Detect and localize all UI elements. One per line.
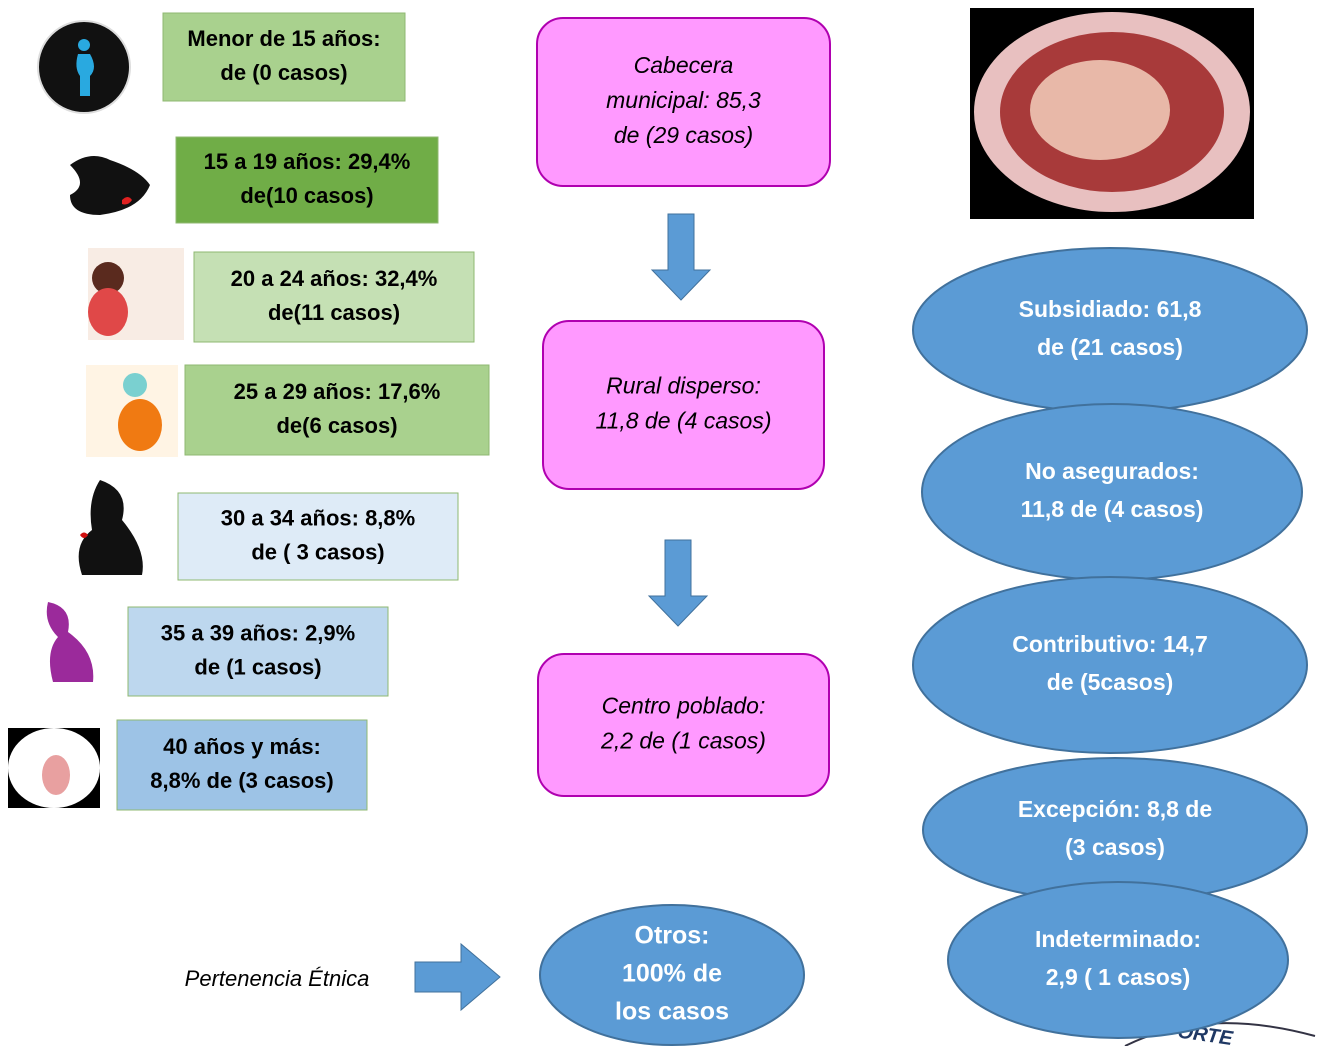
icon-silhouette [70, 156, 150, 215]
arrow-down [650, 213, 712, 301]
icon-hair [92, 262, 124, 294]
label-line: 2,2 de (1 casos) [600, 728, 766, 754]
insurance-ellipse [922, 757, 1308, 903]
icon-heart [122, 197, 132, 205]
icon-heart [80, 532, 88, 538]
icon-figure [42, 755, 70, 795]
icon-silhouette [46, 602, 94, 682]
ethnicity-label: Pertenencia Étnica [185, 966, 370, 991]
residence-box [536, 17, 831, 187]
label-line: 15 a 19 años: 29,4% [204, 149, 411, 174]
label-line: Centro poblado: [602, 693, 766, 719]
label-line: de (5casos) [1047, 669, 1174, 695]
label-line: 20 a 24 años: 32,4% [231, 266, 438, 291]
icon-body [76, 54, 94, 96]
label-line: de (29 casos) [614, 122, 753, 148]
label-line: 35 a 39 años: 2,9% [161, 620, 355, 645]
label-line: Indeterminado: [1035, 926, 1201, 952]
label-line: Rural disperso: [606, 373, 761, 399]
label-line: Otros: [635, 922, 710, 950]
icon-dress [88, 288, 128, 336]
icon-dress [118, 399, 162, 451]
icon-flowers [123, 373, 147, 397]
label-line: los casos [615, 998, 729, 1026]
icon-head [78, 39, 90, 51]
label-line: Contributivo: 14,7 [1012, 631, 1208, 657]
label-line: 11,8 de (4 casos) [595, 408, 771, 434]
label-line: 30 a 34 años: 8,8% [221, 505, 415, 530]
label-line: de (0 casos) [220, 60, 347, 85]
label-line: de(11 casos) [268, 300, 400, 325]
residence-box [537, 653, 830, 797]
label-line: 100% de [622, 960, 722, 988]
age-box [184, 364, 490, 456]
icon-silhouette [78, 480, 143, 575]
arrow-right [414, 942, 501, 1012]
age-box [177, 492, 459, 581]
label-line: 2,9 ( 1 casos) [1046, 964, 1190, 990]
label-line: municipal: 85,3 [606, 87, 761, 113]
label-line: (3 casos) [1065, 834, 1165, 860]
ethnicity-ellipse [539, 904, 805, 1046]
label-line: Menor de 15 años: [187, 26, 380, 51]
label-line: 25 a 29 años: 17,6% [234, 379, 441, 404]
label-line: No asegurados: [1025, 458, 1199, 484]
label-line: 11,8 de (4 casos) [1021, 496, 1204, 522]
label-line: de(6 casos) [276, 413, 397, 438]
residence-box [542, 320, 825, 490]
insurance-ellipse [912, 247, 1308, 413]
label-line: 8,8% de (3 casos) [150, 768, 333, 793]
insurance-ellipse [921, 403, 1303, 581]
age-box [175, 136, 439, 224]
label-line: de(10 casos) [240, 183, 373, 208]
label-line: de (1 casos) [194, 654, 321, 679]
age-box [127, 606, 389, 697]
label-line: Cabecera [634, 52, 734, 78]
label-line: Excepción: 8,8 de [1018, 796, 1212, 822]
insurance-ellipse [947, 881, 1289, 1039]
arrow-down [647, 539, 709, 627]
age-box [116, 719, 368, 811]
age-box [162, 12, 406, 102]
label-line: 40 años y más: [163, 734, 321, 759]
fetus [1030, 60, 1170, 160]
insurance-ellipse [912, 576, 1308, 754]
label-line: de ( 3 casos) [251, 539, 384, 564]
label-line: Subsidiado: 61,8 [1019, 296, 1202, 322]
age-box [193, 251, 475, 343]
label-line: de (21 casos) [1037, 334, 1183, 360]
icons [8, 18, 184, 808]
